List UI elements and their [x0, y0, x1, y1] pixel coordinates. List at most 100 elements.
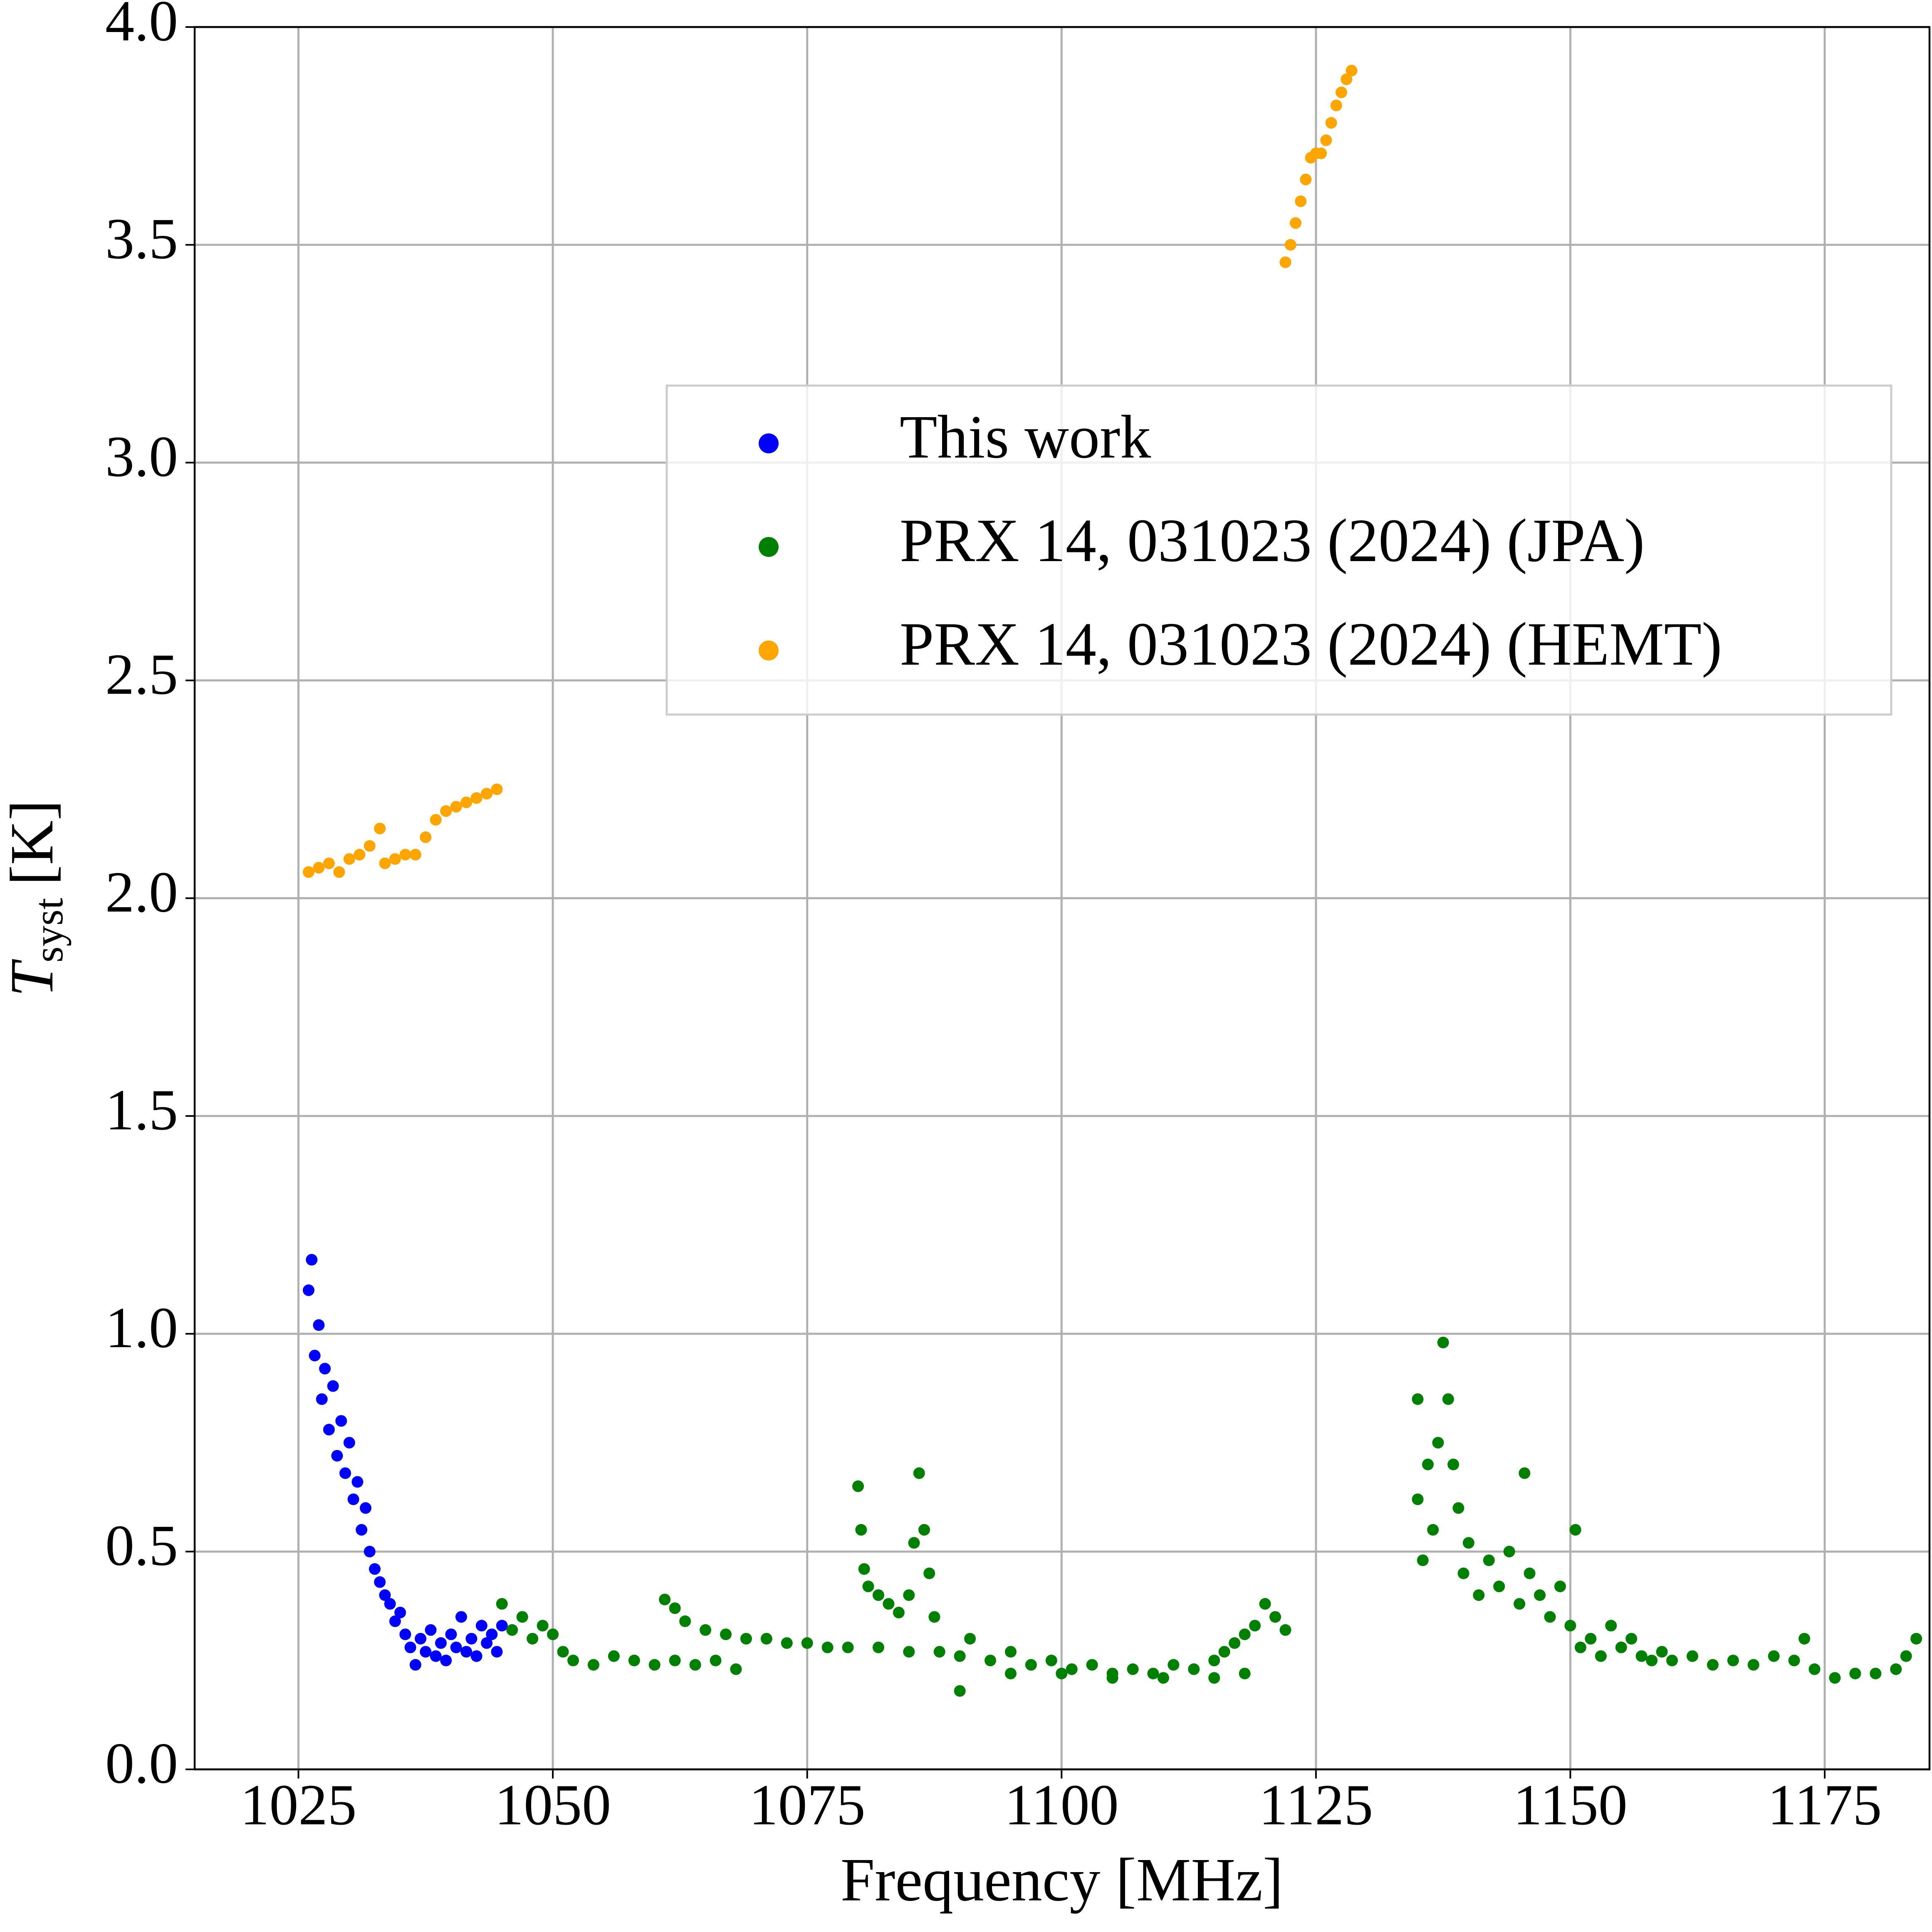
point — [821, 1641, 834, 1653]
y-tick-label: 0.0 — [105, 1731, 178, 1796]
point — [1554, 1581, 1566, 1593]
point — [872, 1589, 884, 1601]
point — [486, 1628, 498, 1640]
point — [335, 1415, 347, 1427]
point — [1798, 1633, 1811, 1645]
point — [1707, 1659, 1719, 1671]
point — [537, 1620, 549, 1632]
x-tick-label: 1175 — [1768, 1773, 1882, 1837]
point — [1188, 1663, 1200, 1675]
point — [384, 1598, 396, 1610]
point — [1086, 1659, 1098, 1671]
point — [883, 1598, 895, 1610]
point — [852, 1480, 864, 1492]
point — [364, 1546, 376, 1558]
point — [420, 1646, 432, 1658]
point — [323, 857, 335, 869]
x-tick-label: 1025 — [240, 1773, 357, 1837]
point — [1412, 1393, 1424, 1405]
y-tick-label: 1.5 — [105, 1078, 178, 1142]
x-tick-label: 1150 — [1513, 1773, 1628, 1837]
point — [399, 848, 411, 861]
point — [801, 1637, 813, 1649]
y-tick-label: 2.0 — [105, 860, 178, 925]
point — [1336, 87, 1348, 99]
point — [1829, 1672, 1841, 1684]
point — [1462, 1537, 1474, 1549]
point — [506, 1624, 518, 1636]
point — [1788, 1655, 1800, 1667]
y-label-symbol: T — [0, 959, 66, 997]
point — [1666, 1655, 1678, 1667]
point — [1168, 1659, 1180, 1671]
point — [1910, 1633, 1922, 1645]
point — [1808, 1663, 1821, 1675]
point — [496, 1598, 508, 1610]
point — [1473, 1589, 1485, 1601]
point — [316, 1393, 328, 1405]
point — [1025, 1659, 1037, 1671]
point — [1066, 1663, 1078, 1675]
point — [933, 1646, 945, 1658]
point — [985, 1655, 997, 1667]
point — [1259, 1598, 1271, 1610]
point — [394, 1606, 406, 1618]
point — [327, 1380, 339, 1392]
x-tick-label: 1125 — [1259, 1773, 1373, 1837]
point — [1279, 1624, 1291, 1636]
point — [1427, 1524, 1439, 1536]
point — [425, 1624, 437, 1636]
legend-box — [665, 384, 1892, 716]
point — [740, 1633, 752, 1645]
point — [1452, 1502, 1464, 1514]
point — [587, 1659, 599, 1671]
point — [1004, 1646, 1017, 1658]
point — [567, 1655, 579, 1667]
point — [903, 1589, 915, 1601]
legend-label: PRX 14, 031023 (2024) (HEMT) — [900, 610, 1722, 678]
point — [1147, 1667, 1159, 1680]
point — [855, 1524, 867, 1536]
point — [1056, 1667, 1068, 1680]
point — [1524, 1567, 1536, 1579]
point — [420, 831, 432, 843]
point — [319, 1363, 331, 1375]
point — [1300, 173, 1312, 186]
point — [1574, 1641, 1586, 1653]
point — [1625, 1633, 1638, 1645]
point — [679, 1615, 691, 1627]
point — [1727, 1655, 1739, 1667]
point — [1004, 1667, 1017, 1680]
point — [1346, 64, 1358, 77]
point — [710, 1655, 722, 1667]
point — [1890, 1663, 1902, 1675]
point — [659, 1593, 671, 1605]
point — [1747, 1659, 1759, 1671]
point — [351, 1476, 364, 1488]
point — [669, 1655, 681, 1667]
point — [1239, 1667, 1251, 1680]
point — [470, 792, 482, 804]
point — [440, 1655, 452, 1667]
point — [1412, 1493, 1424, 1505]
x-tick-label: 1050 — [495, 1773, 611, 1837]
point — [323, 1424, 335, 1436]
point — [1127, 1663, 1139, 1675]
legend-label: PRX 14, 031023 (2024) (JPA) — [900, 507, 1645, 575]
point — [908, 1537, 920, 1549]
point — [347, 1493, 359, 1505]
point — [1269, 1611, 1281, 1623]
point — [1320, 134, 1332, 146]
point — [1564, 1620, 1576, 1632]
point — [1534, 1589, 1546, 1601]
point — [700, 1624, 712, 1636]
point — [1432, 1437, 1444, 1449]
point — [1279, 256, 1291, 268]
point — [928, 1611, 940, 1623]
point — [409, 848, 421, 861]
point — [430, 814, 442, 826]
point — [374, 822, 386, 834]
point — [1605, 1620, 1617, 1632]
